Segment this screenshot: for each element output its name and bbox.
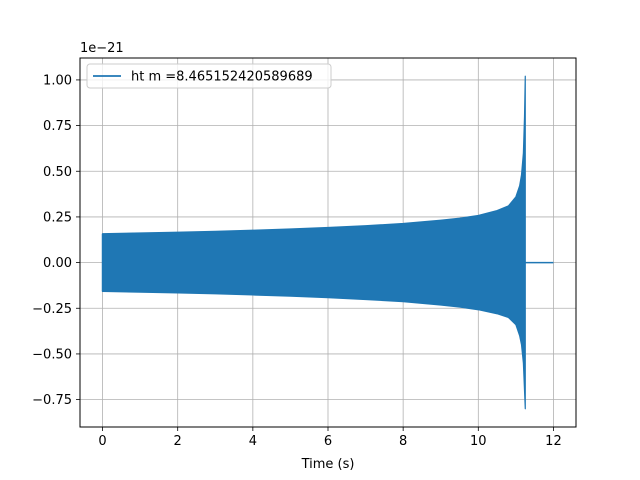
legend-entry: ht m =8.465152420589689 — [131, 70, 313, 85]
x-axis-label: Time (s) — [301, 457, 355, 472]
y-tick-label: 0.25 — [43, 210, 72, 225]
x-tick-label: 6 — [324, 434, 332, 449]
y-tick-label: 1.00 — [43, 73, 72, 88]
x-tick-label: 8 — [399, 434, 407, 449]
series-layer — [101, 75, 554, 410]
x-tick-label: 2 — [174, 434, 182, 449]
waveform-oscillation — [101, 75, 526, 410]
y-tick-label: 0.00 — [43, 256, 72, 271]
y-offset-label: 1e−21 — [80, 41, 124, 56]
legend-box — [86, 63, 332, 89]
y-tick-label: −0.50 — [32, 347, 72, 362]
y-tick-label: 0.75 — [43, 119, 72, 134]
x-tick-label: 12 — [545, 434, 562, 449]
x-tick-label: 4 — [249, 434, 257, 449]
legend: ht m =8.465152420589689 — [86, 63, 332, 89]
y-tick-label: 0.50 — [43, 165, 72, 180]
x-tick-label: 0 — [98, 434, 106, 449]
y-tick-label: −0.25 — [32, 302, 72, 317]
ticks: 0 2 4 6 8 10 12 −0.75 −0.50 −0.25 0.00 0.25 0.50 0.75… — [32, 73, 562, 449]
y-tick-label: −0.75 — [32, 393, 72, 408]
x-tick-label: 10 — [470, 434, 487, 449]
